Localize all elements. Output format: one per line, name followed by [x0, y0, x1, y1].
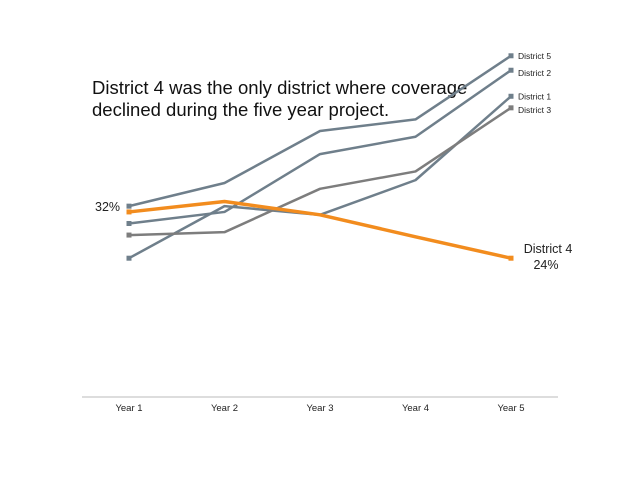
series-line-district-3 [128, 106, 512, 237]
data-point-district-5-year-5 [508, 53, 514, 59]
x-tick-label-year-3: Year 3 [306, 403, 333, 414]
data-point-district-2-year-5 [508, 67, 514, 73]
series-label-district-2: District 2 [518, 68, 551, 78]
data-point-district-4-year-5 [508, 255, 514, 261]
start-value-label-district-4: 32% [95, 200, 120, 214]
data-point-district-5-year-1 [126, 203, 132, 209]
series-label-district-5: District 5 [518, 51, 551, 61]
x-tick-label-year-1: Year 1 [115, 403, 142, 414]
chart-title: District 4 was the only district where c… [92, 77, 468, 120]
data-point-district-1-year-1 [126, 255, 132, 261]
lines-layer [126, 53, 514, 261]
series-label-district-3: District 3 [518, 105, 551, 115]
x-tick-label-year-2: Year 2 [211, 403, 238, 414]
series-line-district-2 [128, 69, 512, 225]
x-tick-label-year-5: Year 5 [497, 403, 524, 414]
end-value-label-district-4: 24% [533, 258, 558, 272]
series-label-district-4: District 4 [524, 242, 573, 256]
x-tick-label-year-4: Year 4 [402, 403, 429, 414]
data-point-district-3-year-5 [508, 105, 514, 111]
series-line-district-5 [128, 54, 512, 208]
data-point-district-3-year-1 [126, 232, 132, 238]
series-label-district-1: District 1 [518, 91, 551, 101]
data-point-district-4-year-1 [126, 209, 132, 215]
data-point-district-2-year-1 [126, 221, 132, 226]
data-point-district-1-year-5 [508, 93, 514, 99]
series-line-district-4 [128, 199, 512, 260]
x-tick-labels: Year 1 Year 2 Year 3 Year 4 Year 5 [115, 403, 524, 414]
series-labels: District 5 District 2 District 1 District 3… [95, 51, 572, 272]
